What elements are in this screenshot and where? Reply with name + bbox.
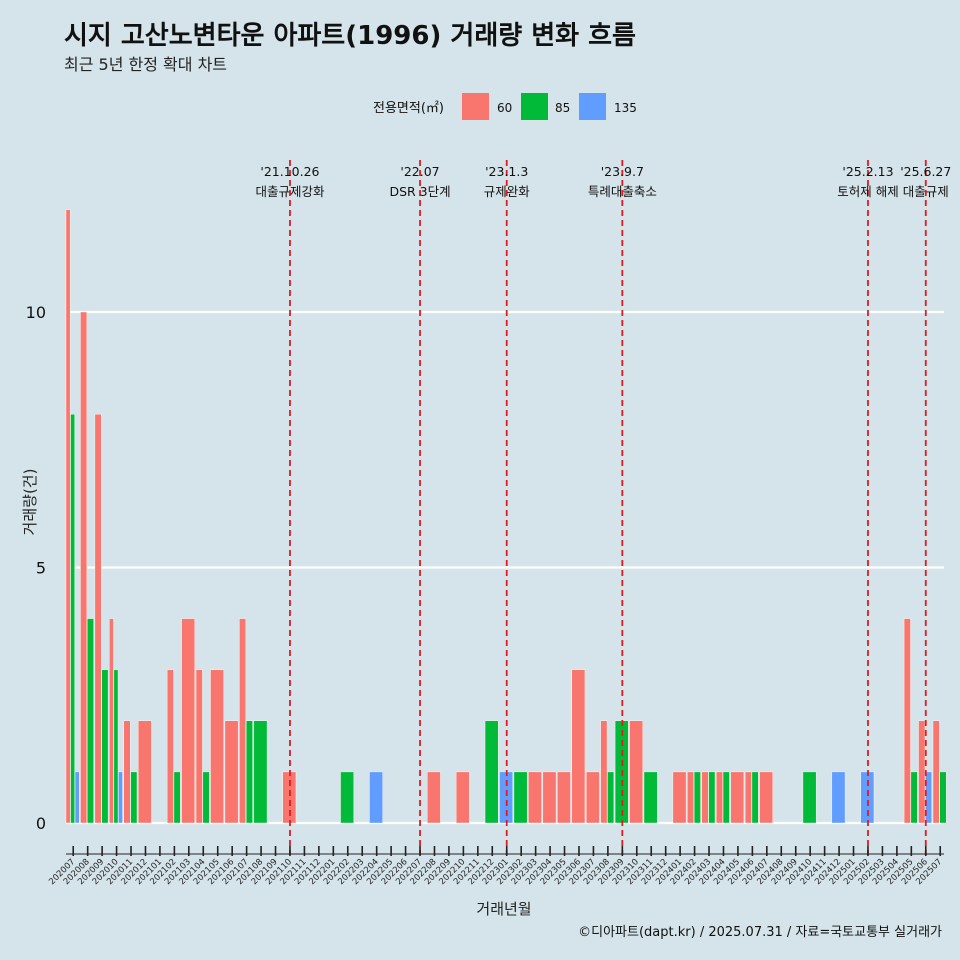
bar-60-202307 (586, 771, 600, 824)
bar-60-202010 (109, 618, 114, 824)
bar-60-202011 (123, 720, 131, 824)
event-date: '25.2.13 (842, 164, 893, 179)
bar-135-202007 (74, 771, 80, 824)
bar-60-202105 (210, 669, 224, 824)
bar-85-202302 (513, 771, 528, 824)
event-label: 토허제 해제 (837, 184, 898, 199)
bar-60-202403 (701, 771, 709, 824)
event-date: '23.1.3 (485, 164, 528, 179)
event-label: DSR 3단계 (389, 184, 450, 199)
bar-60-202505 (903, 618, 911, 824)
y-tick-label: 5 (36, 559, 46, 578)
bar-135-202412 (831, 771, 846, 824)
legend-label-135: 135 (614, 101, 637, 115)
bar-60-202506 (918, 720, 926, 824)
bar-85-202402 (693, 771, 701, 824)
event-label: 특례대출축소 (588, 184, 657, 199)
legend-title: 전용면적(㎡) (373, 101, 444, 116)
event-label: 대출규제 (903, 184, 949, 199)
bar-85-202406 (751, 771, 759, 824)
bar-85-202212 (484, 720, 499, 824)
bar-85-202403 (708, 771, 716, 824)
bar-60-202401 (672, 771, 687, 824)
bar-85-202102 (173, 771, 181, 824)
event-date: '23.9.7 (601, 164, 644, 179)
bar-85-202410 (802, 771, 817, 824)
bar-60-202012 (138, 720, 152, 824)
event-label: 규제완화 (484, 184, 531, 199)
bar-85-202202 (340, 771, 354, 824)
legend-swatch-85 (521, 93, 548, 120)
legend: 전용면적(㎡) 60 85 135 (373, 93, 637, 120)
bar-85-202308 (607, 771, 615, 824)
chart-subtitle: 최근 5년 한정 확대 차트 (64, 55, 227, 74)
bars (65, 209, 947, 824)
bar-85-202010 (113, 669, 119, 824)
bar-85-202104 (202, 771, 210, 824)
bar-60-202407 (759, 771, 773, 824)
legend-label-85: 85 (555, 101, 570, 115)
bar-60-202007 (65, 209, 71, 824)
bar-85-202507 (939, 771, 947, 824)
bar-85-202009 (101, 669, 109, 824)
x-axis: 2020072020082020092020102020112020122021… (47, 846, 944, 887)
caption: ©디아파트(dapt.kr) / 2025.07.31 / 자료=국토교통부 실… (578, 925, 942, 940)
bar-85-202007 (70, 414, 75, 824)
bar-60-202008 (80, 311, 88, 824)
bar-85-202311 (643, 771, 658, 824)
y-tick-label: 10 (26, 303, 46, 322)
event-date: '22.07 (400, 164, 439, 179)
x-axis-title: 거래년월 (476, 900, 531, 918)
event-lines: '21.10.26 대출규제강화 '22.07 DSR 3단계 '23.1.3 규제완화 '… (255, 160, 951, 855)
chart-title: 시지 고산노변타운 아파트(1996) 거래량 변화 흐름 (64, 21, 636, 51)
y-axis: 0 5 10 (26, 303, 46, 833)
bar-135-202204 (369, 771, 383, 824)
bar-85-202107 (245, 720, 253, 824)
bar-60-202009 (94, 414, 102, 824)
bar-60-202305 (557, 771, 571, 824)
bar-60-202404 (716, 771, 723, 824)
legend-swatch-135 (579, 93, 606, 120)
event-label: 대출규제강화 (255, 184, 325, 199)
bar-60-202303 (528, 771, 542, 824)
legend-swatch-60 (462, 93, 489, 120)
bar-60-202304 (542, 771, 557, 824)
bar-85-202008 (87, 618, 94, 824)
bar-60-202306 (571, 669, 586, 824)
bar-60-202507 (932, 720, 940, 824)
bar-135-202010 (118, 771, 123, 824)
bar-60-202402 (687, 771, 694, 824)
event-date: '25.6.27 (900, 164, 951, 179)
legend-label-60: 60 (497, 101, 512, 115)
bar-60-202104 (195, 669, 203, 824)
event-date: '21.10.26 (260, 164, 319, 179)
y-tick-label: 0 (36, 814, 46, 833)
bar-60-202210 (455, 771, 470, 824)
bar-60-202208 (427, 771, 441, 824)
y-axis-title: 거래량(건) (21, 469, 39, 536)
bar-85-202505 (910, 771, 918, 824)
bar-135-202506 (925, 771, 932, 824)
bar-60-202405 (730, 771, 745, 824)
bar-85-202404 (722, 771, 730, 824)
bar-85-202108 (253, 720, 268, 824)
bar-60-202107 (239, 618, 246, 824)
bar-60-202310 (629, 720, 643, 824)
bar-85-202011 (130, 771, 138, 824)
bar-60-202106 (224, 720, 239, 824)
bar-60-202102 (166, 669, 174, 824)
bar-60-202103 (181, 618, 196, 824)
bar-60-202406 (744, 771, 752, 824)
bar-60-202308 (600, 720, 608, 824)
